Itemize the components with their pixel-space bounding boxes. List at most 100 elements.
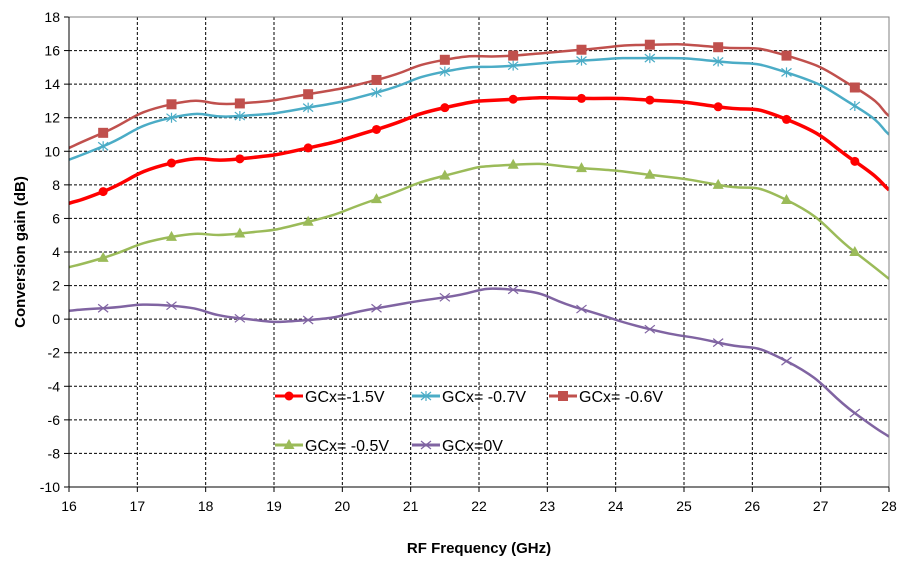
y-tick-label: 8 bbox=[52, 177, 60, 193]
marker-asterisk bbox=[420, 391, 432, 401]
marker-circle bbox=[577, 93, 586, 103]
marker-square bbox=[576, 44, 587, 55]
x-tick-label: 18 bbox=[198, 498, 214, 514]
marker-asterisk bbox=[576, 55, 587, 66]
series-line bbox=[69, 56, 889, 161]
x-tick-label: 25 bbox=[676, 498, 692, 514]
legend-item: GCx= -0.7V bbox=[412, 389, 526, 406]
y-tick-label: 14 bbox=[44, 76, 60, 92]
marker-triangle bbox=[371, 193, 382, 204]
series-3 bbox=[69, 158, 889, 280]
marker-triangle bbox=[849, 246, 861, 256]
marker-square bbox=[558, 391, 568, 401]
marker-x bbox=[507, 285, 519, 295]
marker-asterisk bbox=[371, 87, 382, 98]
marker-asterisk bbox=[712, 56, 724, 67]
series-4 bbox=[69, 285, 889, 438]
marker-asterisk bbox=[507, 60, 519, 71]
x-tick-label: 26 bbox=[745, 498, 761, 514]
x-tick-label: 21 bbox=[403, 498, 419, 514]
marker-square bbox=[166, 99, 177, 110]
series-0 bbox=[69, 93, 889, 205]
marker-x bbox=[576, 304, 587, 314]
x-tick-label: 27 bbox=[813, 498, 829, 514]
marker-x bbox=[166, 301, 177, 311]
marker-x bbox=[644, 324, 656, 334]
series-1 bbox=[69, 53, 889, 161]
y-tick-label: 2 bbox=[52, 278, 60, 294]
marker-x bbox=[420, 440, 432, 450]
x-tick-label: 19 bbox=[266, 498, 282, 514]
marker-x bbox=[97, 303, 109, 313]
legend-label: GCx= -0.6V bbox=[579, 389, 663, 406]
marker-square bbox=[713, 42, 724, 53]
marker-square bbox=[849, 82, 860, 93]
marker-asterisk bbox=[849, 100, 861, 111]
marker-x bbox=[849, 408, 861, 418]
marker-triangle bbox=[166, 230, 177, 241]
marker-triangle bbox=[439, 169, 451, 180]
marker-square bbox=[781, 50, 792, 61]
y-tick-label: -2 bbox=[48, 345, 61, 361]
y-tick-label: -8 bbox=[48, 445, 61, 461]
marker-circle bbox=[235, 154, 245, 164]
marker-asterisk bbox=[644, 53, 656, 64]
series-line bbox=[69, 43, 889, 150]
legend: GCx=-1.5V GCx= -0.7V GCx= -0.6V GCx= -0.5V G… bbox=[275, 389, 663, 455]
series-line bbox=[69, 162, 889, 280]
y-tick-label: 16 bbox=[44, 43, 60, 59]
marker-circle bbox=[303, 143, 313, 153]
series-2 bbox=[69, 39, 889, 150]
marker-circle bbox=[167, 158, 176, 168]
x-tick-label: 24 bbox=[608, 498, 624, 514]
marker-circle bbox=[782, 114, 791, 124]
marker-triangle bbox=[302, 215, 314, 226]
marker-x bbox=[439, 292, 451, 302]
y-tick-label: 12 bbox=[44, 110, 60, 126]
marker-asterisk bbox=[781, 67, 792, 78]
marker-x bbox=[371, 303, 382, 313]
marker-square bbox=[303, 89, 314, 100]
y-tick-label: -10 bbox=[40, 479, 60, 495]
marker-triangle bbox=[234, 227, 246, 238]
series-layer bbox=[69, 39, 889, 438]
marker-asterisk bbox=[439, 66, 451, 77]
marker-square bbox=[98, 127, 109, 138]
marker-circle bbox=[284, 391, 294, 401]
legend-item: GCx=-1.5V bbox=[275, 389, 385, 406]
y-tick-label: -6 bbox=[48, 412, 61, 428]
marker-circle bbox=[372, 124, 381, 134]
legend-label: GCx=0V bbox=[442, 438, 503, 455]
legend-item: GCx= -0.6V bbox=[549, 389, 663, 406]
x-tick-label: 17 bbox=[130, 498, 146, 514]
marker-asterisk bbox=[166, 112, 177, 123]
marker-triangle bbox=[712, 178, 724, 189]
marker-x bbox=[302, 315, 314, 325]
y-tick-label: 10 bbox=[44, 143, 60, 159]
marker-triangle bbox=[283, 439, 295, 449]
marker-asterisk bbox=[234, 111, 246, 122]
axes: 16 17 18 19 20 21 22 23 24 25 26 27 28-10-8-6-4-2024… bbox=[40, 9, 897, 514]
marker-triangle bbox=[507, 158, 519, 169]
marker-circle bbox=[98, 187, 108, 197]
legend-label: GCx= -0.5V bbox=[305, 438, 389, 455]
series-line bbox=[69, 95, 889, 205]
x-tick-label: 22 bbox=[471, 498, 487, 514]
marker-x bbox=[781, 356, 792, 366]
y-tick-label: 18 bbox=[44, 9, 60, 25]
y-tick-label: 0 bbox=[52, 311, 60, 327]
x-tick-label: 28 bbox=[881, 498, 897, 514]
legend-item: GCx=0V bbox=[412, 438, 503, 455]
grid bbox=[69, 17, 889, 487]
series-line bbox=[69, 287, 889, 438]
y-tick-label: 6 bbox=[52, 210, 60, 226]
marker-triangle bbox=[576, 162, 587, 173]
marker-circle bbox=[713, 102, 723, 112]
marker-triangle bbox=[644, 168, 656, 179]
marker-circle bbox=[440, 103, 450, 113]
y-tick-label: 4 bbox=[52, 244, 60, 260]
x-tick-label: 23 bbox=[540, 498, 556, 514]
y-axis-label: Conversion gain (dB) bbox=[12, 176, 29, 328]
marker-circle bbox=[850, 156, 860, 166]
